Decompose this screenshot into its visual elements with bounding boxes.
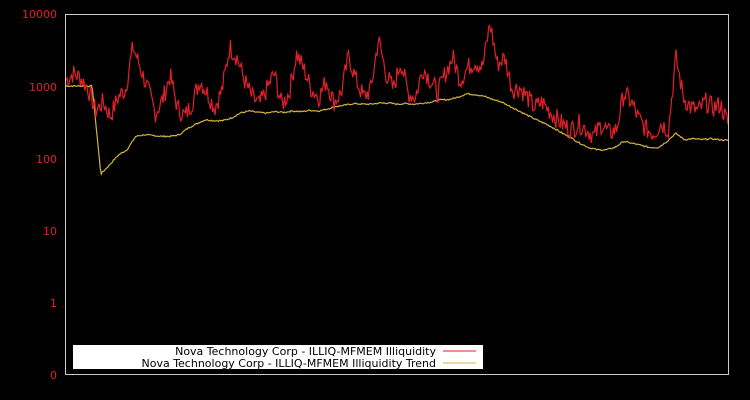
legend: Nova Technology Corp - ILLIQ-MFMEM Illiq… [73, 345, 483, 370]
y-tick-1: 1 [50, 297, 57, 310]
plot-series-group [65, 24, 729, 176]
series-line-illiquidity-trend [65, 84, 729, 176]
legend-label-illiquidity: Nova Technology Corp - ILLIQ-MFMEM Illiq… [175, 345, 436, 358]
y-axis-labels: 10000 1000 100 10 1 0 [22, 8, 57, 382]
y-tick-100: 100 [36, 153, 57, 166]
y-tick-0: 0 [50, 369, 57, 382]
y-tick-10: 10 [43, 225, 57, 238]
y-tick-10000: 10000 [22, 8, 57, 21]
legend-label-illiquidity-trend: Nova Technology Corp - ILLIQ-MFMEM Illiq… [141, 357, 436, 370]
y-tick-1000: 1000 [29, 81, 57, 94]
legend-box [73, 345, 483, 369]
plot-frame [65, 14, 729, 375]
series-line-illiquidity [65, 24, 729, 144]
